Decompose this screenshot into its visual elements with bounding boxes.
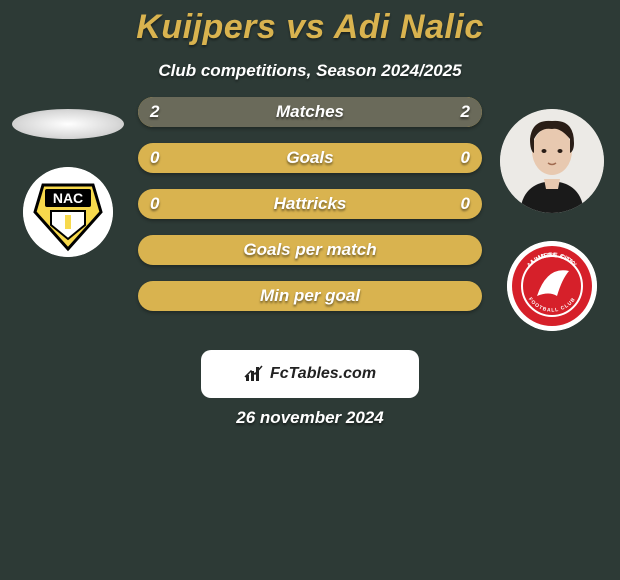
stat-label: Matches xyxy=(276,102,344,122)
stat-value-left: 0 xyxy=(150,148,159,168)
almere-badge-icon: ALMERE CITY ALMERE CITY FOOTBALL CLUB xyxy=(507,241,597,331)
stat-label: Min per goal xyxy=(260,286,360,306)
club-logo-left: NAC xyxy=(23,167,113,257)
club-logo-right: ALMERE CITY ALMERE CITY FOOTBALL CLUB xyxy=(507,241,597,331)
right-player-col: ALMERE CITY ALMERE CITY FOOTBALL CLUB xyxy=(492,109,612,331)
comparison-row: NAC Matches22Goals00Hattricks00Goals per… xyxy=(0,109,620,331)
stats-bars: Matches 2 2 Goals 0 0 Hattricks 0 0 Goals per mat… xyxy=(128,97,492,327)
stat-bar: Hattricks 0 0 xyxy=(138,189,482,219)
footer-attribution: FcTables.com xyxy=(201,350,419,398)
nac-badge-icon: NAC xyxy=(23,167,113,257)
stat-label: Hattricks xyxy=(274,194,347,214)
stat-bar: Matches 2 2 xyxy=(138,97,482,127)
left-player-col: NAC xyxy=(8,109,128,257)
player-photo-right xyxy=(500,109,604,213)
player-photo-left xyxy=(12,109,124,139)
stat-bar: Goals per match xyxy=(138,235,482,265)
stat-value-left: 2 xyxy=(150,102,159,122)
stat-value-left: 0 xyxy=(150,194,159,214)
stat-value-right: 0 xyxy=(461,148,470,168)
page-title: Kuijpers vs Adi Nalic xyxy=(0,0,620,47)
stat-bar: Goals 0 0 xyxy=(138,143,482,173)
stat-bar: Min per goal xyxy=(138,281,482,311)
footer-label: FcTables.com xyxy=(270,365,376,383)
date-label: 26 november 2024 xyxy=(236,408,383,428)
stat-label: Goals xyxy=(286,148,333,168)
svg-text:NAC: NAC xyxy=(53,190,83,206)
chart-icon xyxy=(244,365,266,383)
stat-value-right: 2 xyxy=(461,102,470,122)
stat-value-right: 0 xyxy=(461,194,470,214)
page-subtitle: Club competitions, Season 2024/2025 xyxy=(0,61,620,81)
stat-label: Goals per match xyxy=(243,240,376,260)
